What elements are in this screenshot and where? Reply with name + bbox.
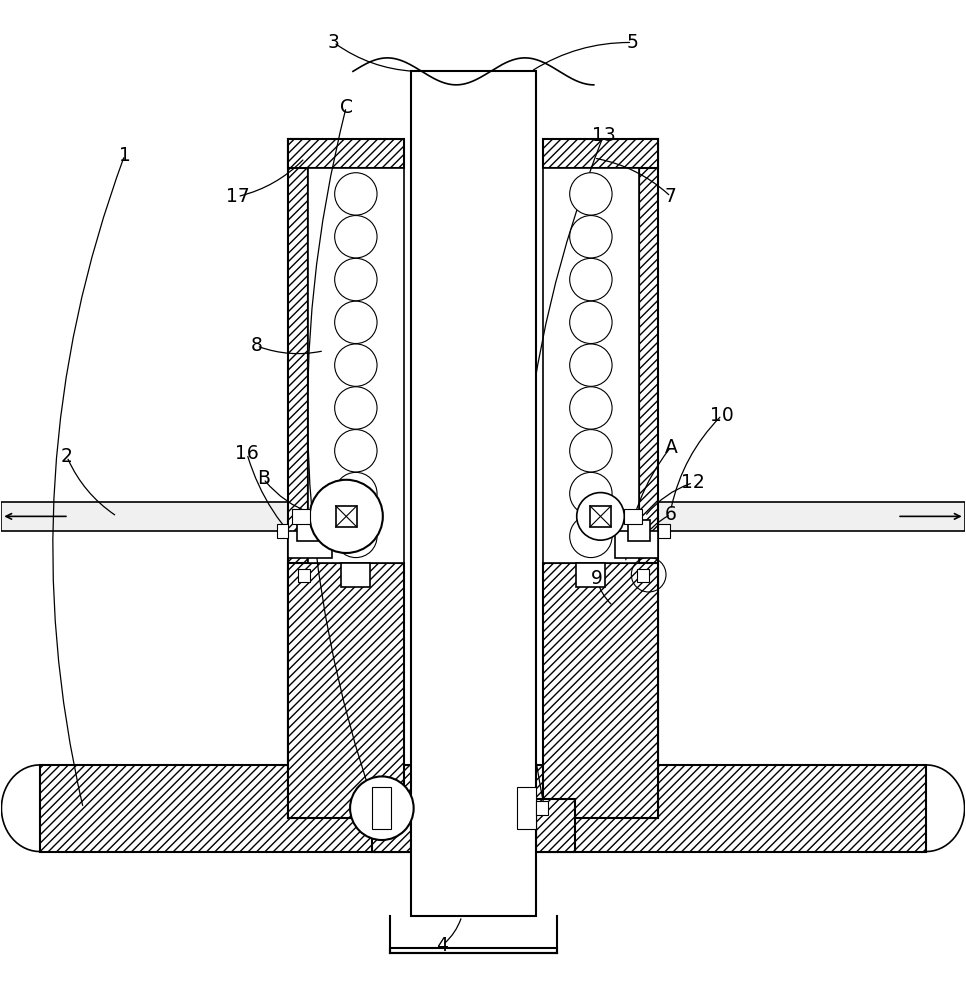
Bar — [289, 139, 404, 168]
Bar — [517, 787, 536, 829]
Text: 9: 9 — [591, 569, 603, 588]
Text: 1: 1 — [119, 146, 130, 165]
Bar — [638, 569, 649, 582]
Bar — [389, 948, 557, 953]
Bar — [615, 531, 658, 558]
Text: 5: 5 — [626, 33, 639, 52]
Text: 7: 7 — [665, 187, 677, 206]
Circle shape — [334, 216, 377, 258]
Bar — [577, 563, 606, 587]
Bar — [289, 563, 404, 818]
Bar — [625, 168, 639, 563]
Bar — [289, 139, 308, 818]
Circle shape — [350, 776, 413, 840]
Bar — [624, 509, 641, 524]
Circle shape — [570, 344, 612, 386]
Text: 6: 6 — [665, 505, 677, 524]
Bar — [543, 168, 639, 563]
Bar — [411, 71, 536, 916]
Circle shape — [334, 173, 377, 215]
Bar — [335, 506, 356, 527]
Text: 16: 16 — [235, 444, 259, 463]
Text: 3: 3 — [327, 33, 340, 52]
Bar — [658, 524, 669, 538]
Text: 4: 4 — [437, 936, 448, 955]
Bar — [308, 168, 322, 563]
Bar — [658, 502, 965, 531]
Bar — [590, 506, 611, 527]
Text: 12: 12 — [681, 473, 705, 492]
Bar — [372, 799, 411, 852]
Circle shape — [334, 344, 377, 386]
Bar — [298, 569, 310, 582]
Text: C: C — [340, 98, 353, 117]
Bar — [293, 509, 310, 524]
Bar — [277, 524, 289, 538]
Bar — [289, 531, 331, 558]
Circle shape — [570, 430, 612, 472]
Text: 13: 13 — [591, 126, 615, 145]
Bar — [536, 801, 548, 815]
Bar — [40, 765, 926, 852]
Circle shape — [334, 258, 377, 301]
Text: 17: 17 — [225, 187, 249, 206]
Circle shape — [570, 515, 612, 558]
Circle shape — [310, 480, 383, 553]
Text: B: B — [257, 469, 270, 488]
Text: 2: 2 — [61, 447, 72, 466]
Text: 8: 8 — [251, 336, 263, 355]
Circle shape — [570, 173, 612, 215]
Bar — [639, 139, 658, 818]
Circle shape — [334, 387, 377, 429]
Circle shape — [334, 472, 377, 515]
Circle shape — [570, 216, 612, 258]
Bar — [536, 799, 575, 852]
Circle shape — [334, 430, 377, 472]
Circle shape — [570, 301, 612, 344]
Bar — [1, 502, 289, 531]
Bar — [341, 563, 370, 587]
Bar — [308, 168, 404, 563]
Bar — [543, 563, 658, 818]
Bar — [372, 787, 391, 829]
Circle shape — [577, 493, 624, 540]
Circle shape — [570, 387, 612, 429]
Text: A: A — [665, 438, 677, 457]
Bar — [543, 139, 658, 168]
Bar — [629, 520, 650, 541]
Circle shape — [570, 258, 612, 301]
Circle shape — [334, 515, 377, 558]
Circle shape — [334, 301, 377, 344]
Circle shape — [570, 472, 612, 515]
Text: 10: 10 — [710, 406, 734, 425]
Bar — [298, 520, 318, 541]
